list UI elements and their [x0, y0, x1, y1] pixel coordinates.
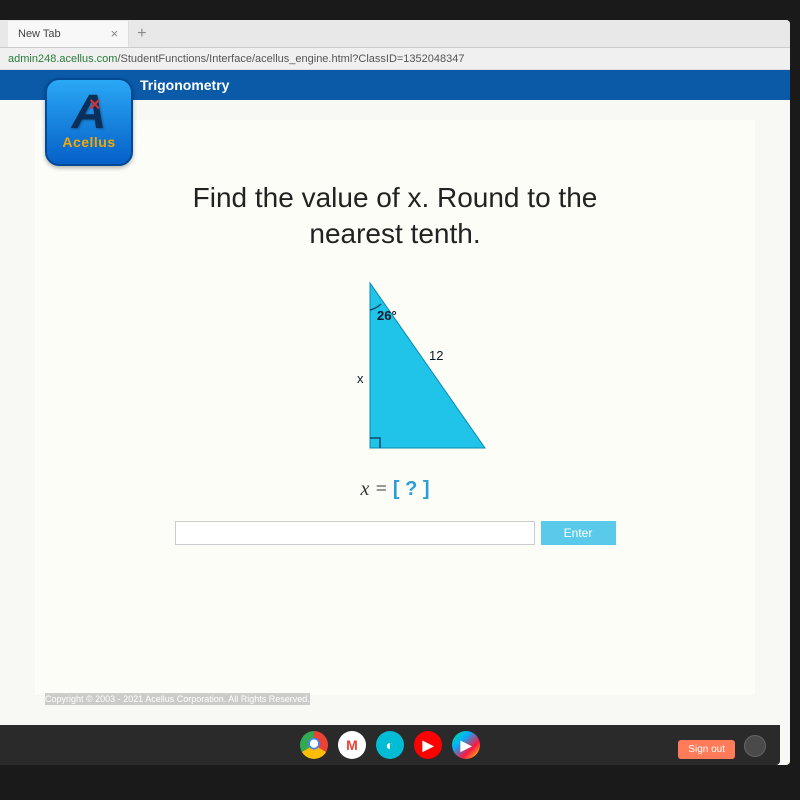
url-path: /StudentFunctions/Interface/acellus_engi…: [117, 53, 464, 65]
signout-button[interactable]: Sign out: [678, 740, 735, 759]
url-bar[interactable]: admin248.acellus.com/StudentFunctions/In…: [0, 48, 790, 70]
play-store-icon[interactable]: ▶: [452, 731, 480, 759]
status-circle-icon[interactable]: [744, 735, 766, 757]
gmail-icon[interactable]: M: [338, 731, 366, 759]
tab-title: New Tab: [18, 28, 61, 40]
hypotenuse-label: 12: [429, 348, 443, 363]
browser-tab[interactable]: New Tab ×: [8, 21, 129, 47]
answer-expression: x = [ ? ]: [35, 478, 755, 501]
url-domain: admin248.acellus.com: [8, 53, 117, 65]
copyright-text: Copyright © 2003 - 2021 Acellus Corporat…: [45, 693, 310, 705]
enter-button[interactable]: Enter: [541, 521, 616, 545]
answer-input[interactable]: [175, 521, 535, 545]
triangle-diagram: 26° 12 x: [295, 278, 495, 468]
answer-input-row: Enter: [35, 521, 755, 545]
logo-brand-text: Acellus: [62, 134, 115, 150]
angle-label: 26°: [377, 308, 397, 323]
browser-tab-bar: New Tab × +: [0, 20, 790, 48]
question-prompt: Find the value of x. Round to the neares…: [35, 180, 755, 253]
taskbar: M ◐ ▶ ▶ Sign out: [0, 725, 780, 765]
subject-title: Trigonometry: [140, 77, 229, 93]
docs-icon[interactable]: ◐: [376, 731, 404, 759]
new-tab-button[interactable]: +: [129, 25, 154, 43]
logo-accent: ×: [89, 94, 101, 117]
question-content: Find the value of x. Round to the neares…: [35, 120, 755, 695]
chrome-icon[interactable]: [300, 731, 328, 759]
youtube-icon[interactable]: ▶: [414, 731, 442, 759]
close-icon[interactable]: ×: [111, 26, 119, 41]
triangle-svg: 26° 12 x: [295, 278, 495, 468]
vertical-side-label: x: [357, 371, 364, 386]
acellus-logo[interactable]: A × Acellus: [45, 78, 133, 166]
screen: New Tab × + admin248.acellus.com/Student…: [0, 20, 790, 765]
